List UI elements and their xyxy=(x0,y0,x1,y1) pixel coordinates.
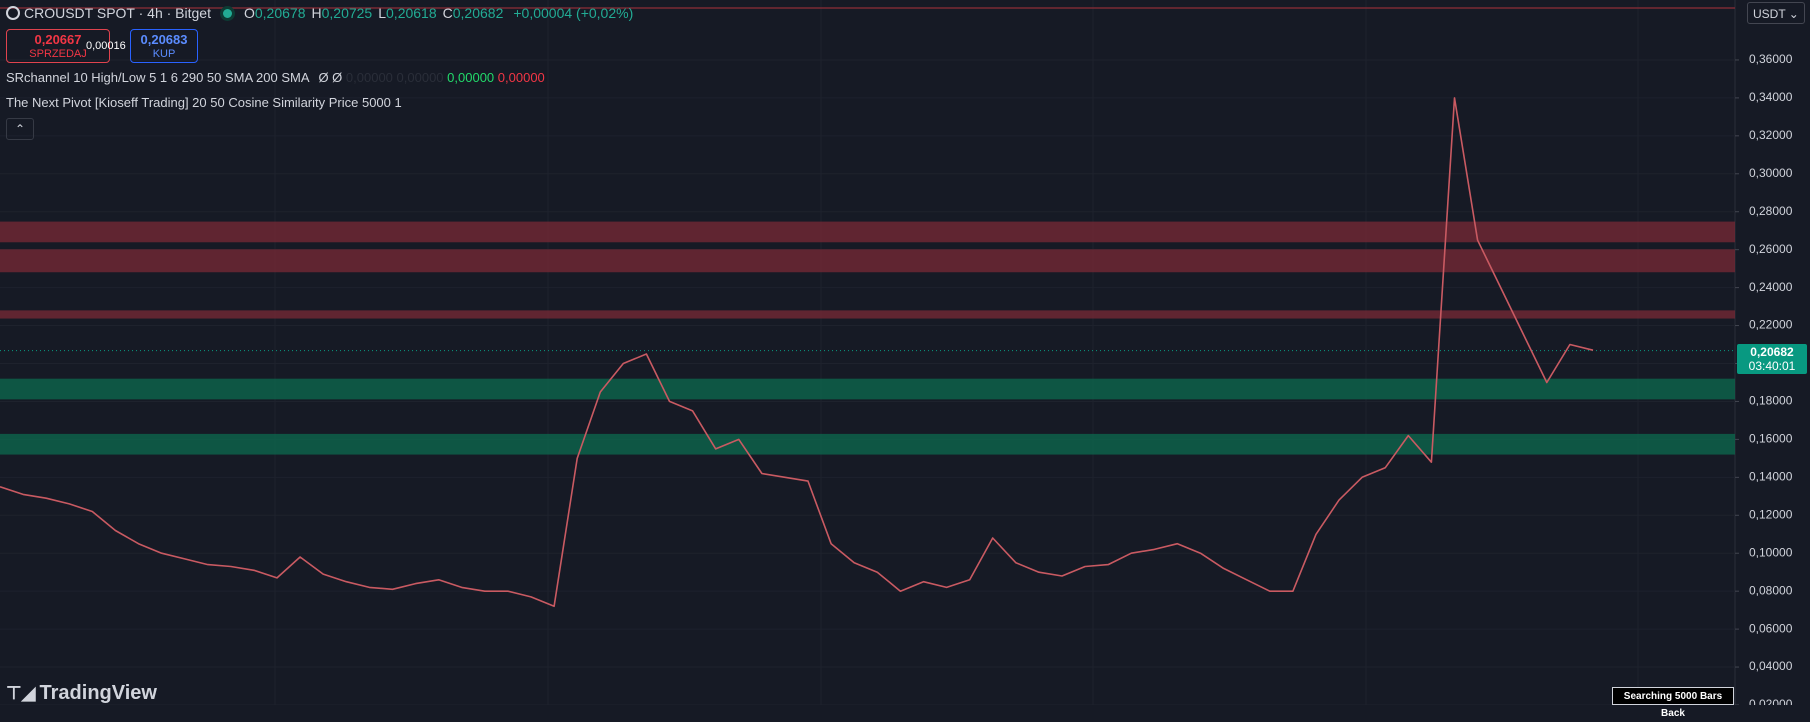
sr-zone xyxy=(0,433,1735,455)
indicator-flags: Ø Ø xyxy=(318,70,343,85)
sell-label: SPRZEDAJ xyxy=(29,48,87,60)
buy-price: 0,20683 xyxy=(140,32,188,47)
logo-text: TradingView xyxy=(39,682,157,704)
currency: USDT xyxy=(1753,7,1786,21)
y-tick-label: 0,08000 xyxy=(1749,583,1793,597)
y-tick-label: 0,36000 xyxy=(1749,52,1793,66)
y-tick-label: 0,16000 xyxy=(1749,432,1793,446)
y-tick-label: 0,30000 xyxy=(1749,166,1793,180)
y-tick-label: 0,24000 xyxy=(1749,280,1793,294)
ohlc-label: L xyxy=(378,5,387,21)
ohlc-value: 0,20678 xyxy=(254,5,306,21)
indicator-value: 0,00000 xyxy=(447,70,495,85)
sell-price: 0,20667 xyxy=(34,32,82,47)
y-tick-label: 0,14000 xyxy=(1749,470,1793,484)
ohlc-value: 0,20682 xyxy=(452,5,504,21)
spread: 0,00016 xyxy=(86,40,126,52)
status-box: Searching 5000 Bars Back xyxy=(1612,687,1734,719)
indicator-2[interactable]: The Next Pivot [Kioseff Trading] 20 50 C… xyxy=(6,95,402,110)
symbol-icon xyxy=(6,6,20,20)
ohlc-value: 0,20725 xyxy=(321,5,373,21)
header: CROUSDT SPOT · 4h · Bitget O 0,20678 H 0,20… xyxy=(6,5,639,21)
buy-button[interactable]: 0,20683 KUP xyxy=(130,29,198,63)
currency-button[interactable]: USDT ⌄ xyxy=(1747,2,1805,24)
last-price-tag: 0,20682 03:40:01 xyxy=(1737,344,1807,374)
indicator-name: SRchannel 10 High/Low 5 1 6 290 50 SMA 2… xyxy=(6,70,309,85)
collapse-button[interactable]: ⌃ xyxy=(6,118,34,140)
sell-button[interactable]: 0,20667 SPRZEDAJ xyxy=(6,29,110,63)
y-tick-label: 0,12000 xyxy=(1749,507,1793,521)
ohlc: O 0,20678 H 0,20725 L 0,20618 C 0,20682 xyxy=(244,5,509,21)
chart: 0,02000 0,04000 0,06000 0,08000 0,10000 0,120… xyxy=(0,0,1793,705)
ohlc-value: 0,20618 xyxy=(386,5,437,21)
countdown: 03:40:01 xyxy=(1748,359,1796,373)
ohlc-label: H xyxy=(311,5,322,21)
y-tick-label: 0,10000 xyxy=(1749,545,1793,559)
last-price: 0,20682 xyxy=(1750,345,1794,359)
buy-label: KUP xyxy=(152,48,176,60)
sr-zone xyxy=(0,221,1735,243)
y-tick-label: 0,18000 xyxy=(1749,394,1793,408)
market-status xyxy=(222,8,232,18)
indicator-value: 0,00000 xyxy=(497,70,545,85)
y-tick-label: 0,02000 xyxy=(1749,697,1793,705)
sr-zone xyxy=(0,310,1735,319)
ohlc-label: O xyxy=(243,5,255,21)
y-tick-label: 0,34000 xyxy=(1749,90,1793,104)
indicator-1[interactable]: SRchannel 10 High/Low 5 1 6 290 50 SMA 2… xyxy=(6,70,545,85)
sr-zone xyxy=(0,378,1735,400)
logo[interactable]: ⊤◢ TradingView xyxy=(6,682,157,704)
symbol[interactable]: CROUSDT SPOT · 4h · Bitget xyxy=(24,5,211,21)
indicator-value: 0,00000 xyxy=(345,70,393,85)
y-tick-label: 0,32000 xyxy=(1749,128,1793,142)
y-tick-label: 0,28000 xyxy=(1749,204,1793,218)
change: +0,00004 (+0,02%) xyxy=(513,5,634,21)
indicator-value: 0,00000 xyxy=(396,70,444,85)
y-tick-label: 0,06000 xyxy=(1749,621,1793,635)
price-line xyxy=(0,97,1594,608)
y-tick-label: 0,26000 xyxy=(1749,242,1793,256)
sr-zone xyxy=(0,249,1735,273)
ohlc-label: C xyxy=(442,5,453,21)
y-tick-label: 0,04000 xyxy=(1749,659,1793,673)
y-tick-label: 0,22000 xyxy=(1749,318,1793,332)
